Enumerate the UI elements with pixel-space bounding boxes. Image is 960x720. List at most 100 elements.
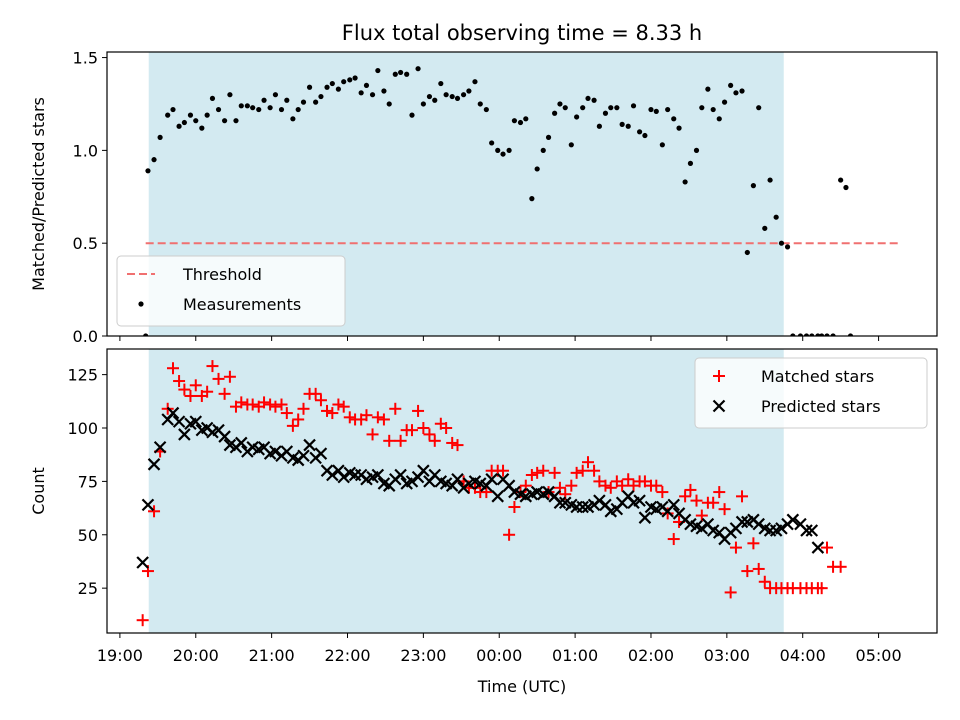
measurement-point	[369, 92, 376, 98]
y-tick-label: 25	[78, 579, 98, 598]
predicted-star-point	[147, 458, 161, 471]
legend-label: Threshold	[182, 265, 262, 284]
measurement-point	[341, 79, 347, 85]
matched-star-point	[326, 407, 339, 420]
top-y-axis-label: Matched/Predicted stars	[29, 97, 48, 291]
matched-star-point	[834, 560, 847, 573]
matched-star-point	[377, 413, 390, 426]
measurement-point	[165, 112, 171, 118]
matched-star-point	[531, 466, 544, 479]
predicted-star-point	[235, 436, 248, 450]
legend-box	[694, 357, 928, 429]
measurement-point	[460, 92, 467, 98]
predicted-star-point	[485, 472, 498, 486]
measurement-point	[705, 86, 711, 92]
y-tick-label: 50	[78, 526, 98, 545]
measurement-point	[602, 110, 609, 116]
measurement-point	[630, 103, 637, 109]
measurement-point	[778, 240, 785, 246]
measurement-point	[449, 93, 455, 100]
measurement-point	[625, 123, 631, 129]
measurement-point	[671, 116, 677, 122]
measurement-point	[409, 112, 415, 118]
measurement-point	[580, 105, 586, 111]
measurement-point	[238, 103, 244, 109]
measurement-point	[545, 134, 552, 140]
matched-star-point	[622, 473, 635, 486]
measurement-point	[790, 333, 796, 336]
measurement-point	[797, 333, 804, 336]
matched-star-point	[246, 398, 259, 411]
matched-star-point	[684, 483, 697, 496]
matched-star-point	[366, 428, 379, 441]
matched-star-point	[148, 505, 161, 518]
matched-star-point	[167, 362, 180, 375]
measurement-point	[830, 333, 836, 336]
measurement-point	[739, 88, 745, 94]
predicted-star-point	[405, 475, 419, 488]
matched-star-point	[570, 466, 583, 479]
matched-star-point	[724, 586, 737, 599]
legend-marker	[712, 399, 726, 413]
measurement-point	[352, 75, 358, 81]
measurement-point	[716, 116, 722, 122]
matched-star-point	[337, 400, 350, 413]
matched-star-point	[729, 541, 742, 554]
measurement-point	[454, 95, 461, 102]
measurement-point	[420, 101, 426, 107]
measurement-point	[278, 106, 285, 113]
measurement-point	[250, 105, 256, 111]
matched-star-point	[412, 404, 425, 417]
predicted-star-point	[394, 468, 407, 482]
matched-star-point	[451, 439, 464, 452]
matched-star-point	[679, 490, 692, 503]
matched-star-point	[206, 360, 219, 373]
measurement-point	[233, 118, 239, 124]
predicted-star-point	[136, 556, 149, 569]
matched-star-point	[599, 479, 612, 492]
matched-star-point	[548, 466, 561, 479]
measurement-point	[295, 106, 301, 113]
measurement-point	[756, 105, 762, 111]
matched-star-point	[394, 434, 407, 447]
predicted-star-point	[786, 513, 800, 527]
measurement-point	[517, 119, 524, 126]
matched-star-point	[690, 494, 703, 507]
predicted-star-point	[451, 472, 464, 486]
matched-star-point	[292, 413, 305, 426]
measurement-point	[687, 160, 694, 166]
measurement-point	[750, 183, 756, 189]
measurement-point	[585, 95, 591, 102]
predicted-star-point	[811, 541, 825, 554]
predicted-star-point	[297, 449, 310, 463]
matched-star-point	[269, 400, 282, 413]
measurement-point	[300, 99, 307, 105]
measurement-point	[151, 157, 157, 163]
predicted-star-point	[638, 511, 652, 524]
x-tick-label: 02:00	[628, 646, 674, 665]
legend-marker	[713, 370, 725, 382]
predicted-star-point	[337, 470, 350, 484]
measurement-point	[699, 105, 705, 111]
measurement-point	[721, 99, 728, 105]
x-tick-label: 20:00	[173, 646, 219, 665]
measurement-point	[489, 140, 495, 146]
legend-label: Predicted stars	[761, 397, 881, 416]
measurement-point	[170, 106, 176, 113]
measurement-point	[398, 69, 404, 76]
measurement-point	[392, 71, 398, 77]
matched-star-point	[576, 464, 589, 477]
matched-star-point	[332, 398, 345, 411]
measurement-point	[767, 177, 773, 183]
matched-star-point	[707, 496, 720, 509]
measurement-point	[426, 93, 433, 100]
measurement-point	[324, 84, 330, 90]
predicted-star-point	[189, 415, 203, 428]
measurement-point	[181, 119, 187, 126]
matched-star-point	[264, 398, 277, 411]
predicted-star-point	[269, 445, 282, 458]
matched-star-point	[736, 490, 749, 503]
x-tick-label: 03:00	[704, 646, 750, 665]
predicted-star-point	[314, 447, 328, 460]
legend-label: Measurements	[183, 295, 301, 314]
